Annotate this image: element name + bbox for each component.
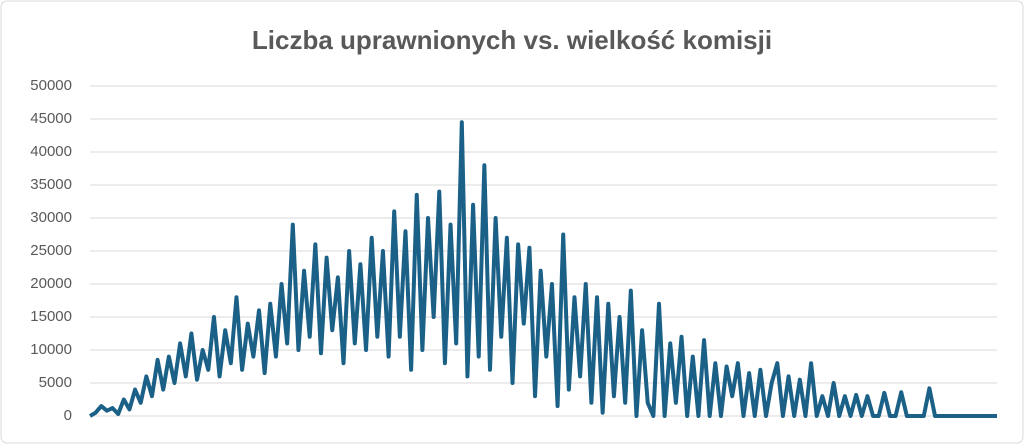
y-tick-label: 45000	[30, 110, 72, 127]
y-tick-label: 15000	[30, 308, 72, 325]
y-tick-label: 20000	[30, 275, 72, 292]
y-tick-label: 25000	[30, 242, 72, 259]
y-tick-label: 5000	[39, 374, 72, 391]
y-tick-label: 30000	[30, 209, 72, 226]
data-line	[88, 120, 997, 418]
y-tick-label: 0	[64, 407, 72, 424]
y-tick-label: 40000	[30, 143, 72, 160]
y-tick-label: 10000	[30, 341, 72, 358]
y-tick-label: 50000	[30, 77, 72, 94]
y-tick-label: 35000	[30, 176, 72, 193]
chart-title: Liczba uprawnionych vs. wielkość komisji	[252, 25, 772, 55]
